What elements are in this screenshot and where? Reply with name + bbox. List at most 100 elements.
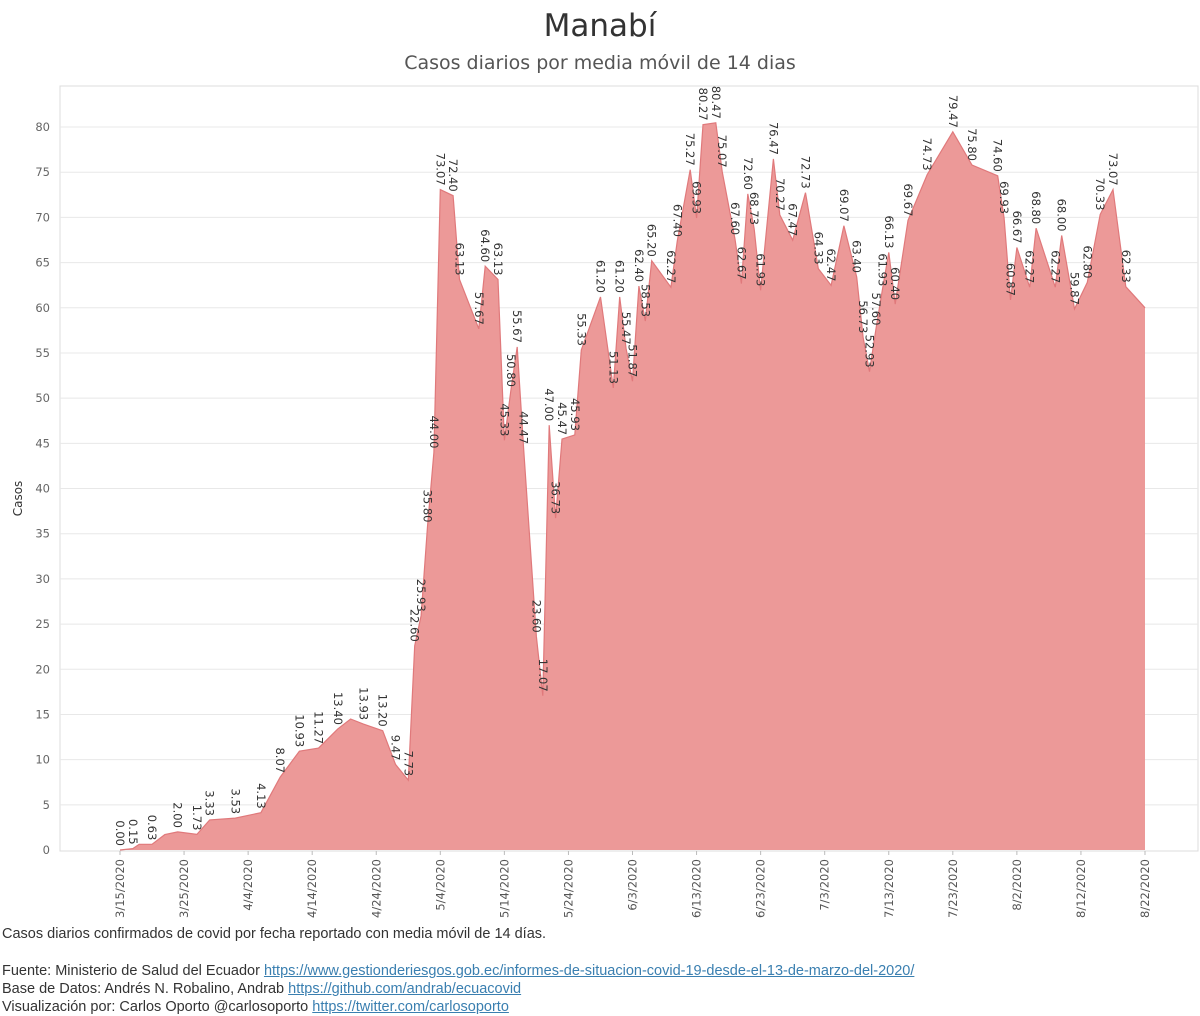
- y-tick-label: 75: [35, 165, 50, 179]
- y-tick-label: 30: [35, 572, 50, 586]
- data-label: 0.15: [126, 819, 140, 845]
- data-label: 64.33: [811, 232, 825, 265]
- data-label: 75.27: [683, 133, 697, 166]
- data-label: Base de Datos: Andrés N. Robalino, Andra…: [2, 981, 289, 997]
- data-label: 36.73: [549, 481, 563, 514]
- x-tick-label: 7/13/2020: [882, 859, 896, 918]
- y-tick-label: 45: [35, 436, 50, 450]
- data-label: 63.13: [453, 243, 467, 276]
- data-label: 74.60: [991, 139, 1005, 172]
- data-link[interactable]: https://github.com/andrab/ecuacovid: [288, 981, 522, 997]
- data-label: 11.27: [312, 711, 326, 744]
- x-tick-label: 8/22/2020: [1138, 859, 1152, 918]
- data-label: 63.13: [491, 243, 505, 276]
- data-label: 45.93: [568, 398, 582, 431]
- data-label: 9.47: [389, 735, 403, 761]
- data-label: 0.63: [145, 815, 159, 841]
- data-label: 67.40: [670, 204, 684, 237]
- data-label: 73.07: [1106, 153, 1120, 186]
- data-label: 44.47: [517, 411, 531, 444]
- x-tick-label: 8/2/2020: [1010, 859, 1024, 911]
- data-label: 67.47: [786, 203, 800, 236]
- footer-data: Base de Datos: Andrés N. Robalino, Andra…: [2, 981, 521, 997]
- data-label: 13.93: [356, 687, 370, 720]
- data-label: 58.53: [638, 284, 652, 317]
- data-label: 62.27: [1023, 250, 1037, 283]
- data-label: 69.93: [997, 181, 1011, 214]
- data-label: 25.93: [414, 579, 428, 612]
- data-label: 80.27: [696, 88, 710, 121]
- x-tick-label: 8/12/2020: [1074, 859, 1088, 918]
- y-tick-label: 40: [35, 482, 50, 496]
- data-label: 62.40: [632, 249, 646, 282]
- x-tick-label: 5/14/2020: [497, 859, 511, 918]
- data-label: 57.60: [869, 292, 883, 325]
- data-label: 62.47: [824, 248, 838, 281]
- chart-title: Manabí: [543, 8, 657, 44]
- data-label: 47.00: [542, 388, 556, 421]
- data-label: 10.93: [292, 714, 306, 747]
- data-label: 72.40: [446, 159, 460, 192]
- data-label: 62.27: [1048, 250, 1062, 283]
- data-label: 66.13: [882, 215, 896, 248]
- data-label: 3.33: [203, 790, 217, 816]
- data-label: 66.67: [1010, 211, 1024, 244]
- data-label: 62.80: [1080, 245, 1094, 278]
- data-label: 68.73: [747, 192, 761, 225]
- data-label: 22.60: [408, 609, 422, 642]
- y-tick-label: 65: [35, 256, 50, 270]
- footer-source: Fuente: Ministerio de Salud del Ecuador …: [2, 963, 914, 979]
- x-tick-label: 5/24/2020: [561, 859, 575, 918]
- data-label: 60.40: [888, 267, 902, 300]
- data-label: 8.07: [273, 747, 287, 773]
- data-label: 3.53: [228, 788, 242, 814]
- data-label: 73.07: [433, 153, 447, 186]
- data-label: 55.33: [574, 313, 588, 346]
- data-label: 80.47: [709, 86, 723, 119]
- data-label: 69.67: [901, 183, 915, 216]
- x-tick-label: 6/23/2020: [754, 859, 768, 918]
- viz-label: Visualización por: Carlos Oporto @carlos…: [2, 999, 313, 1015]
- data-label: 69.07: [837, 189, 851, 222]
- viz-link[interactable]: https://twitter.com/carlosoporto: [312, 999, 509, 1015]
- footer-viz: Visualización por: Carlos Oporto @carlos…: [2, 999, 509, 1015]
- data-label: 61.93: [754, 253, 768, 286]
- data-label: 17.07: [536, 659, 550, 692]
- data-label: 35.80: [421, 490, 435, 523]
- data-label: 74.73: [920, 138, 934, 171]
- data-label: 13.20: [376, 694, 390, 727]
- data-label: 64.60: [478, 229, 492, 262]
- y-tick-label: 70: [35, 210, 50, 224]
- data-label: 62.33: [1119, 250, 1133, 283]
- data-label: 63.40: [850, 240, 864, 273]
- data-label: 23.60: [529, 600, 543, 633]
- data-label: 0.00: [113, 820, 127, 846]
- y-tick-label: 25: [35, 617, 50, 631]
- data-label: 75.80: [965, 128, 979, 161]
- data-label: 55.67: [510, 310, 524, 343]
- x-tick-label: 4/14/2020: [305, 859, 319, 918]
- data-label: 59.87: [1068, 272, 1082, 305]
- source-link[interactable]: https://www.gestionderiesgos.gob.ec/info…: [263, 963, 915, 979]
- data-label: 55.47: [619, 312, 633, 345]
- data-label: 45.47: [555, 402, 569, 435]
- data-label: 72.60: [741, 157, 755, 190]
- x-tick-label: 4/24/2020: [369, 859, 383, 918]
- y-tick-label: 55: [35, 346, 50, 360]
- y-tick-label: 20: [35, 662, 50, 676]
- data-label: 4.13: [254, 783, 268, 809]
- data-label: 2.00: [171, 802, 185, 828]
- y-tick-label: 60: [35, 301, 50, 315]
- data-label: 56.73: [856, 300, 870, 333]
- x-tick-label: 4/4/2020: [241, 859, 255, 911]
- data-label: 72.73: [799, 156, 813, 189]
- data-label: 70.33: [1093, 177, 1107, 210]
- data-label: 57.67: [472, 292, 486, 325]
- cases-line: [119, 122, 1146, 851]
- y-tick-label: 35: [35, 527, 50, 541]
- x-tick-label: 6/13/2020: [690, 859, 704, 918]
- data-label: 60.87: [1004, 263, 1018, 296]
- y-tick-label: 50: [35, 391, 50, 405]
- data-label: 50.80: [504, 354, 518, 387]
- x-tick-label: 3/25/2020: [177, 859, 191, 918]
